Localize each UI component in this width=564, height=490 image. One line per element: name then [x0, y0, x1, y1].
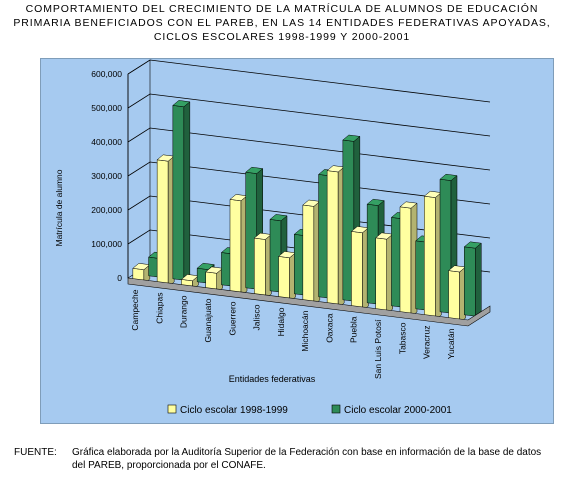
x-tick-label: Tabasco: [397, 322, 407, 354]
bar: [302, 204, 315, 306]
x-tick-label: Michoacán: [300, 310, 310, 351]
gridline: [127, 161, 491, 205]
x-tick-label: Veracruz: [422, 326, 432, 360]
y-tick-label: 200,000: [91, 205, 122, 215]
bar: [424, 195, 436, 321]
source-text: Gráfica elaborada por la Auditoría Super…: [72, 447, 542, 471]
legend-swatch: [331, 404, 341, 414]
x-tick-label: Guerrero: [227, 301, 237, 335]
bar: [375, 237, 387, 315]
gridline: [127, 127, 491, 171]
source-label: FUENTE:: [14, 447, 57, 458]
bar: [172, 105, 185, 281]
bar: [399, 206, 412, 318]
gridline: [127, 93, 491, 137]
bar-top: [269, 214, 288, 222]
x-tick-label: Oaxaca: [324, 313, 334, 343]
y-tick-label: 100,000: [91, 239, 122, 249]
bar: [326, 170, 339, 309]
bar-top: [439, 173, 458, 181]
chart-area: 0 100,000 200,000 300,000 400,000 500,000 600,…: [54, 59, 491, 416]
legend-label: Ciclo escolar 2000-2001: [344, 405, 452, 416]
legend-swatch: [167, 404, 177, 414]
bar-top: [399, 201, 418, 209]
y-tick-label: 600,000: [91, 69, 122, 79]
bar-top: [172, 100, 191, 108]
bar: [464, 246, 476, 317]
y-axis-title: Matrícula de alumno: [54, 169, 64, 246]
bar-top: [196, 262, 215, 270]
bar-top: [366, 198, 385, 206]
bar-top: [342, 134, 361, 142]
x-tick-label: Guanajuato: [203, 298, 213, 342]
bar-top: [463, 241, 482, 249]
bar: [156, 159, 169, 288]
y-tick-label: 0: [117, 273, 122, 283]
bar: [448, 270, 460, 324]
x-tick-label: Hidalgo: [276, 307, 286, 336]
x-tick-label: Durango: [179, 295, 189, 328]
bar: [351, 231, 363, 312]
y-tick-label: 400,000: [91, 137, 122, 147]
gridline: [127, 59, 491, 103]
x-tick-label: Jalisco: [252, 304, 262, 330]
x-tick-label: Campeche: [130, 289, 140, 330]
bar: [229, 199, 242, 297]
chart-floor: [127, 277, 491, 327]
x-tick-label: San Luis Potosí: [373, 319, 383, 379]
title-line-2: PRIMARIA BENEFICIADOS CON EL PAREB, EN L…: [13, 17, 551, 29]
title-line-1: COMPORTAMIENTO DEL CRECIMIENTO DE LA MAT…: [25, 3, 539, 15]
x-tick-label: Puebla: [349, 316, 359, 343]
x-axis-title: Entidades federativas: [229, 374, 316, 384]
y-tick-label: 500,000: [91, 103, 122, 113]
x-tick-label: Yucatán: [446, 328, 456, 359]
legend-label: Ciclo escolar 1998-1999: [180, 405, 288, 416]
bar-side: [475, 242, 482, 317]
x-tick-label: Chiapas: [154, 293, 164, 324]
bar: [254, 237, 266, 300]
y-tick-label: 300,000: [91, 171, 122, 181]
bar-top: [245, 166, 264, 174]
title-line-3: CICLOS ESCOLARES 1998-1999 Y 2000-2001: [153, 31, 411, 43]
bar: [278, 256, 290, 303]
chart-title: COMPORTAMIENTO DEL CRECIMIENTO DE LA MAT…: [0, 2, 564, 44]
bar-side: [183, 101, 191, 281]
